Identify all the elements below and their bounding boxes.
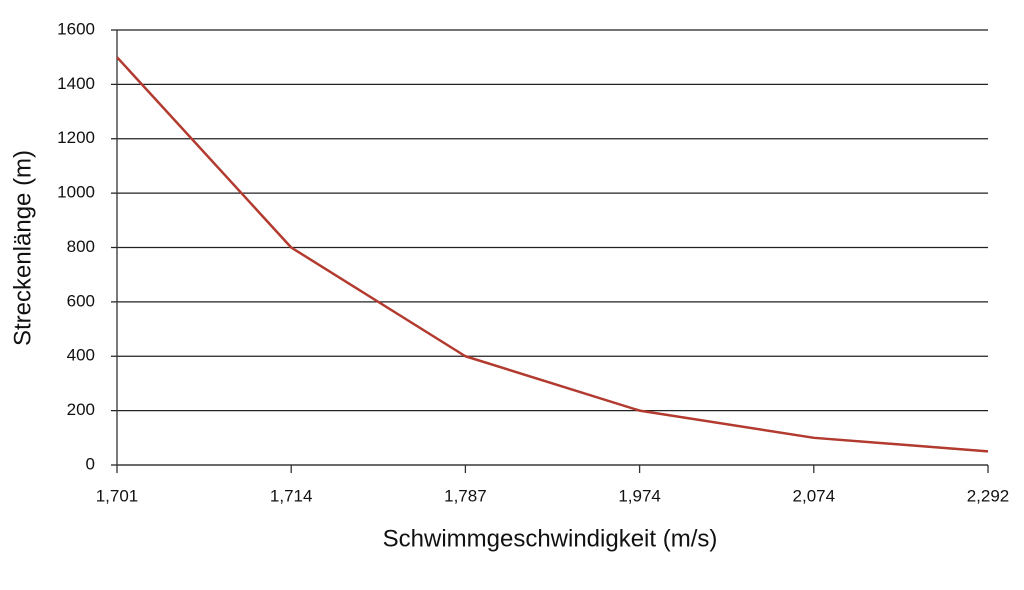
y-tick-label: 1200 — [57, 128, 95, 147]
x-tick-label: 2,074 — [793, 486, 836, 505]
x-tick-label: 1,974 — [618, 486, 661, 505]
x-tick-label: 1,714 — [270, 486, 313, 505]
y-tick-label: 600 — [67, 291, 95, 310]
x-tick-label: 1,701 — [96, 486, 139, 505]
y-tick-label: 0 — [86, 454, 95, 473]
y-tick-label: 1400 — [57, 74, 95, 93]
y-axis-title: Streckenlänge (m) — [9, 150, 36, 346]
y-tick-label: 800 — [67, 237, 95, 256]
x-tick-label: 1,787 — [444, 486, 487, 505]
x-axis-title: Schwimmgeschwindigkeit (m/s) — [383, 525, 718, 552]
y-tick-label: 1600 — [57, 19, 95, 38]
x-tick-label: 2,292 — [967, 486, 1010, 505]
y-tick-label: 1000 — [57, 183, 95, 202]
y-tick-label: 400 — [67, 346, 95, 365]
data-line — [116, 56, 989, 453]
y-tick-label: 200 — [67, 400, 95, 419]
